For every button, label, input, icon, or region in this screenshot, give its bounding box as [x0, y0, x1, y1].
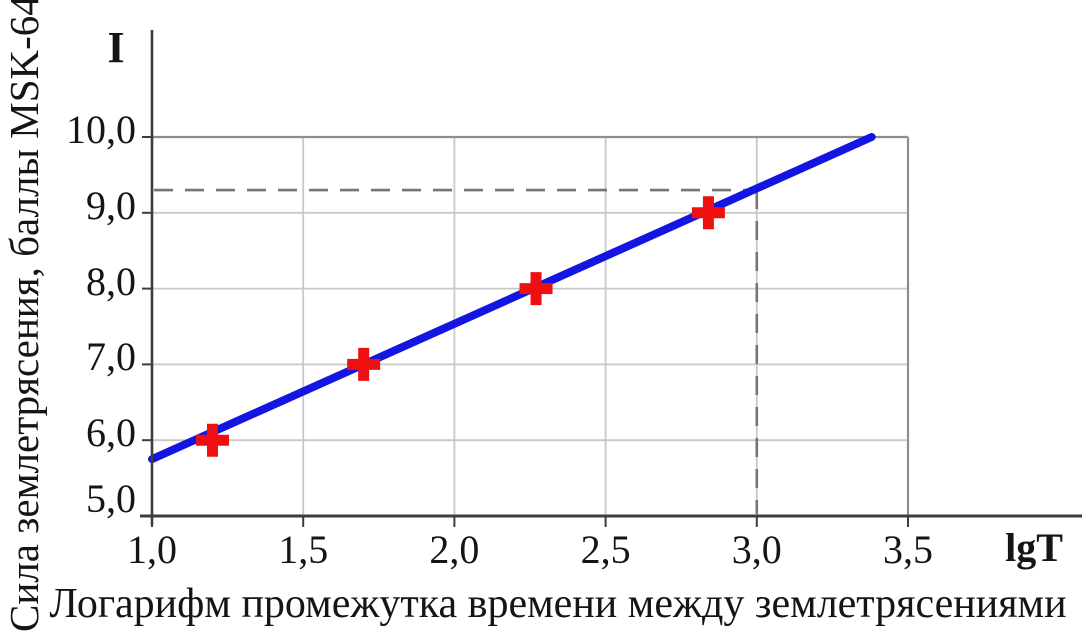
y-tick-label: 8,0	[86, 258, 136, 304]
trend-line	[148, 133, 876, 464]
x-axis-title: Логарифм промежутка времени между землет…	[49, 581, 1067, 627]
x-tick-label: 3,0	[731, 527, 782, 572]
x-tick-label: 1,5	[278, 527, 329, 572]
x-tick-label: 2,0	[429, 527, 480, 572]
x-tick-label: 1,0	[127, 527, 177, 572]
y-tick-label: 9,0	[86, 182, 136, 228]
x-tick-label: 2,5	[580, 527, 631, 572]
y-tick-label: 7,0	[86, 334, 136, 380]
y-tick-label: 6,0	[86, 410, 136, 456]
x-axis-symbol: lgT	[1005, 525, 1063, 570]
y-tick-label: 5,0	[86, 476, 136, 521]
x-tick-label: 3,5	[883, 527, 933, 572]
y-tick-label: 10,0	[66, 107, 136, 152]
y-axis-symbol: I	[107, 23, 125, 72]
